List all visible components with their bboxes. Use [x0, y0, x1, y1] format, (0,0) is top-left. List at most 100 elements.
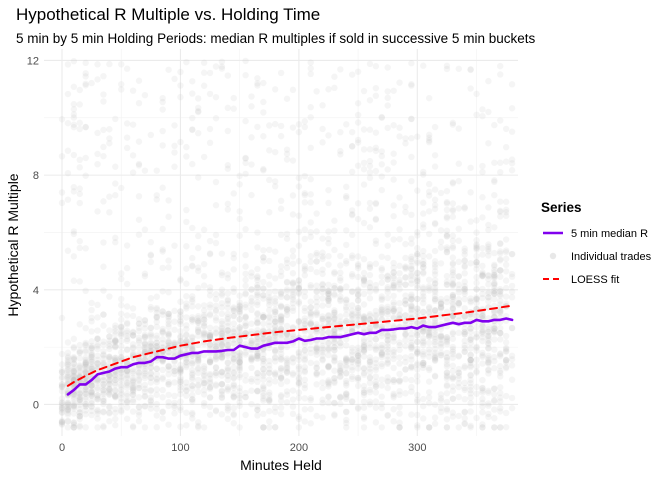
trade-point — [124, 134, 130, 140]
trade-point — [361, 160, 367, 166]
trade-point — [408, 256, 414, 262]
trade-point — [118, 395, 124, 401]
trade-point — [260, 411, 266, 417]
trade-point — [467, 394, 473, 400]
trade-point — [165, 324, 171, 330]
trade-point — [325, 364, 331, 370]
trade-point — [308, 305, 314, 311]
trade-point — [290, 387, 296, 393]
trade-point — [379, 382, 385, 388]
trade-point — [420, 290, 426, 296]
trade-point — [385, 231, 391, 237]
trade-point — [355, 68, 361, 74]
trade-point — [124, 384, 130, 390]
trade-point — [390, 379, 396, 385]
trade-point — [379, 424, 385, 430]
trade-point — [254, 82, 260, 88]
trade-point — [331, 218, 337, 224]
trade-point — [408, 60, 414, 66]
trade-point — [491, 179, 497, 185]
trade-point — [94, 407, 100, 413]
trade-point — [248, 192, 254, 198]
trade-point — [390, 202, 396, 208]
trade-point — [272, 347, 278, 353]
trade-point — [408, 293, 414, 299]
y-tick-label: 8 — [33, 170, 39, 182]
trade-point — [473, 331, 479, 337]
trade-point — [248, 286, 254, 292]
trade-point — [260, 356, 266, 362]
trade-point — [485, 402, 491, 408]
trade-point — [349, 255, 355, 261]
trade-point — [154, 412, 160, 418]
trade-point — [118, 185, 124, 191]
trade-point — [77, 101, 83, 107]
trade-point — [296, 243, 302, 249]
trade-point — [438, 299, 444, 305]
trade-point — [260, 247, 266, 253]
trade-point — [296, 229, 302, 235]
trade-point — [201, 154, 207, 160]
trade-point — [456, 238, 462, 244]
trade-point — [367, 340, 373, 346]
trade-point — [266, 273, 272, 279]
trade-point — [236, 364, 242, 370]
trade-point — [343, 283, 349, 289]
y-tick-label: 4 — [33, 285, 39, 297]
trade-point — [142, 92, 148, 98]
trade-point — [444, 355, 450, 361]
trade-point — [112, 328, 118, 334]
trade-point — [225, 405, 231, 411]
trade-point — [195, 358, 201, 364]
trade-point — [112, 192, 118, 198]
trade-point — [284, 356, 290, 362]
trade-point — [195, 319, 201, 325]
trade-point — [296, 416, 302, 422]
y-tick-label: 12 — [27, 55, 39, 67]
trade-point — [59, 116, 65, 122]
trade-point — [201, 273, 207, 279]
trade-point — [479, 194, 485, 200]
trade-point — [367, 97, 373, 103]
trade-point — [367, 401, 373, 407]
trade-point — [462, 349, 468, 355]
trade-point — [361, 88, 367, 94]
trade-point — [503, 393, 509, 399]
trade-point — [355, 358, 361, 364]
trade-point — [456, 273, 462, 279]
trade-point — [313, 283, 319, 289]
trade-point — [278, 206, 284, 212]
trade-point — [177, 398, 183, 404]
trade-point — [456, 300, 462, 306]
trade-point — [373, 85, 379, 91]
trade-point — [148, 259, 154, 265]
trade-point — [112, 116, 118, 122]
trade-point — [497, 363, 503, 369]
trade-point — [165, 363, 171, 369]
trade-point — [296, 300, 302, 306]
trade-point — [396, 339, 402, 345]
trade-point — [183, 314, 189, 320]
trade-point — [509, 167, 515, 173]
trade-point — [503, 339, 509, 345]
trade-point — [467, 85, 473, 91]
trade-point — [509, 129, 515, 135]
trade-point — [313, 371, 319, 377]
trade-point — [77, 362, 83, 368]
trade-point — [100, 198, 106, 204]
trade-point — [296, 370, 302, 376]
trade-point — [225, 128, 231, 134]
trade-point — [278, 313, 284, 319]
trade-point — [260, 254, 266, 260]
trade-point — [242, 118, 248, 124]
trade-point — [142, 325, 148, 331]
trade-point — [379, 273, 385, 279]
trade-point — [236, 293, 242, 299]
trade-point — [118, 387, 124, 393]
trade-point — [213, 355, 219, 361]
trade-point — [266, 281, 272, 287]
trade-point — [118, 302, 124, 308]
trade-point — [118, 61, 124, 67]
trade-point — [136, 320, 142, 326]
trade-point — [349, 129, 355, 135]
